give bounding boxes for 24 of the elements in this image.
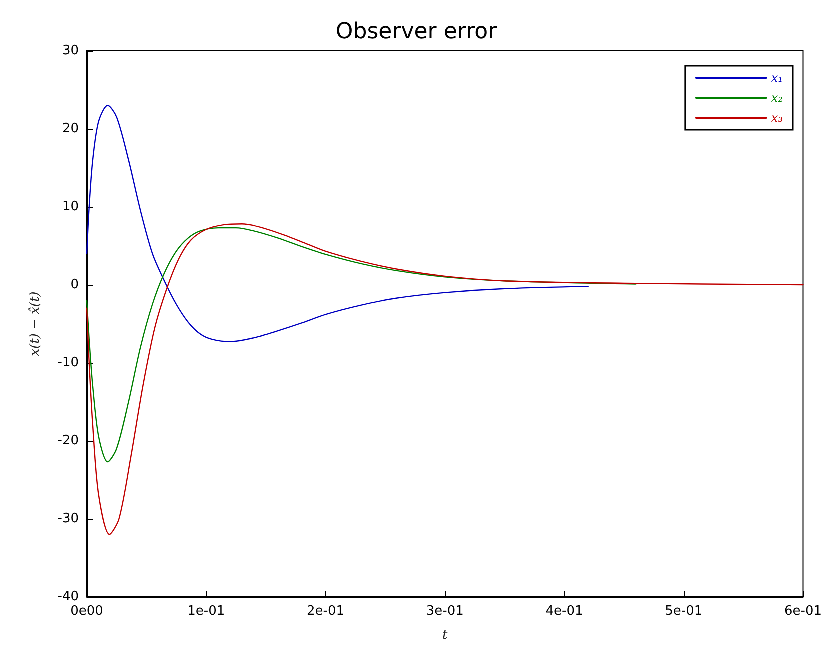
- x-tick-label: 0e00: [70, 604, 104, 619]
- x-tick-label: 5e-01: [665, 604, 703, 619]
- y-tick-label: -30: [58, 512, 79, 526]
- line-series: [86, 227, 637, 463]
- x-tick-label: 2e-01: [306, 604, 345, 619]
- y-tick-label: 10: [62, 200, 79, 214]
- y-tick-label: -10: [58, 356, 79, 370]
- y-tick-label: -40: [58, 590, 79, 604]
- y-axis-title: x(t) − x̂(t): [28, 292, 43, 356]
- x-tick-label: 4e-01: [546, 604, 584, 619]
- x-tick-label: 6e-01: [784, 604, 822, 619]
- chart-title: Observer error: [336, 20, 498, 44]
- y-tick-label: 0: [70, 278, 79, 292]
- y-tick-label: -20: [58, 434, 79, 448]
- text: x₃: [771, 111, 784, 125]
- text: x₂: [771, 91, 784, 105]
- y-tick-label: 30: [62, 44, 79, 58]
- line-series: [86, 224, 804, 536]
- x-axis-title: t: [442, 628, 449, 643]
- x-tick-label: 1e-01: [188, 604, 226, 619]
- y-tick-label: 20: [62, 122, 79, 136]
- text: x₁: [771, 71, 783, 85]
- x-tick-label: 3e-01: [426, 604, 464, 619]
- line-series: [86, 105, 589, 343]
